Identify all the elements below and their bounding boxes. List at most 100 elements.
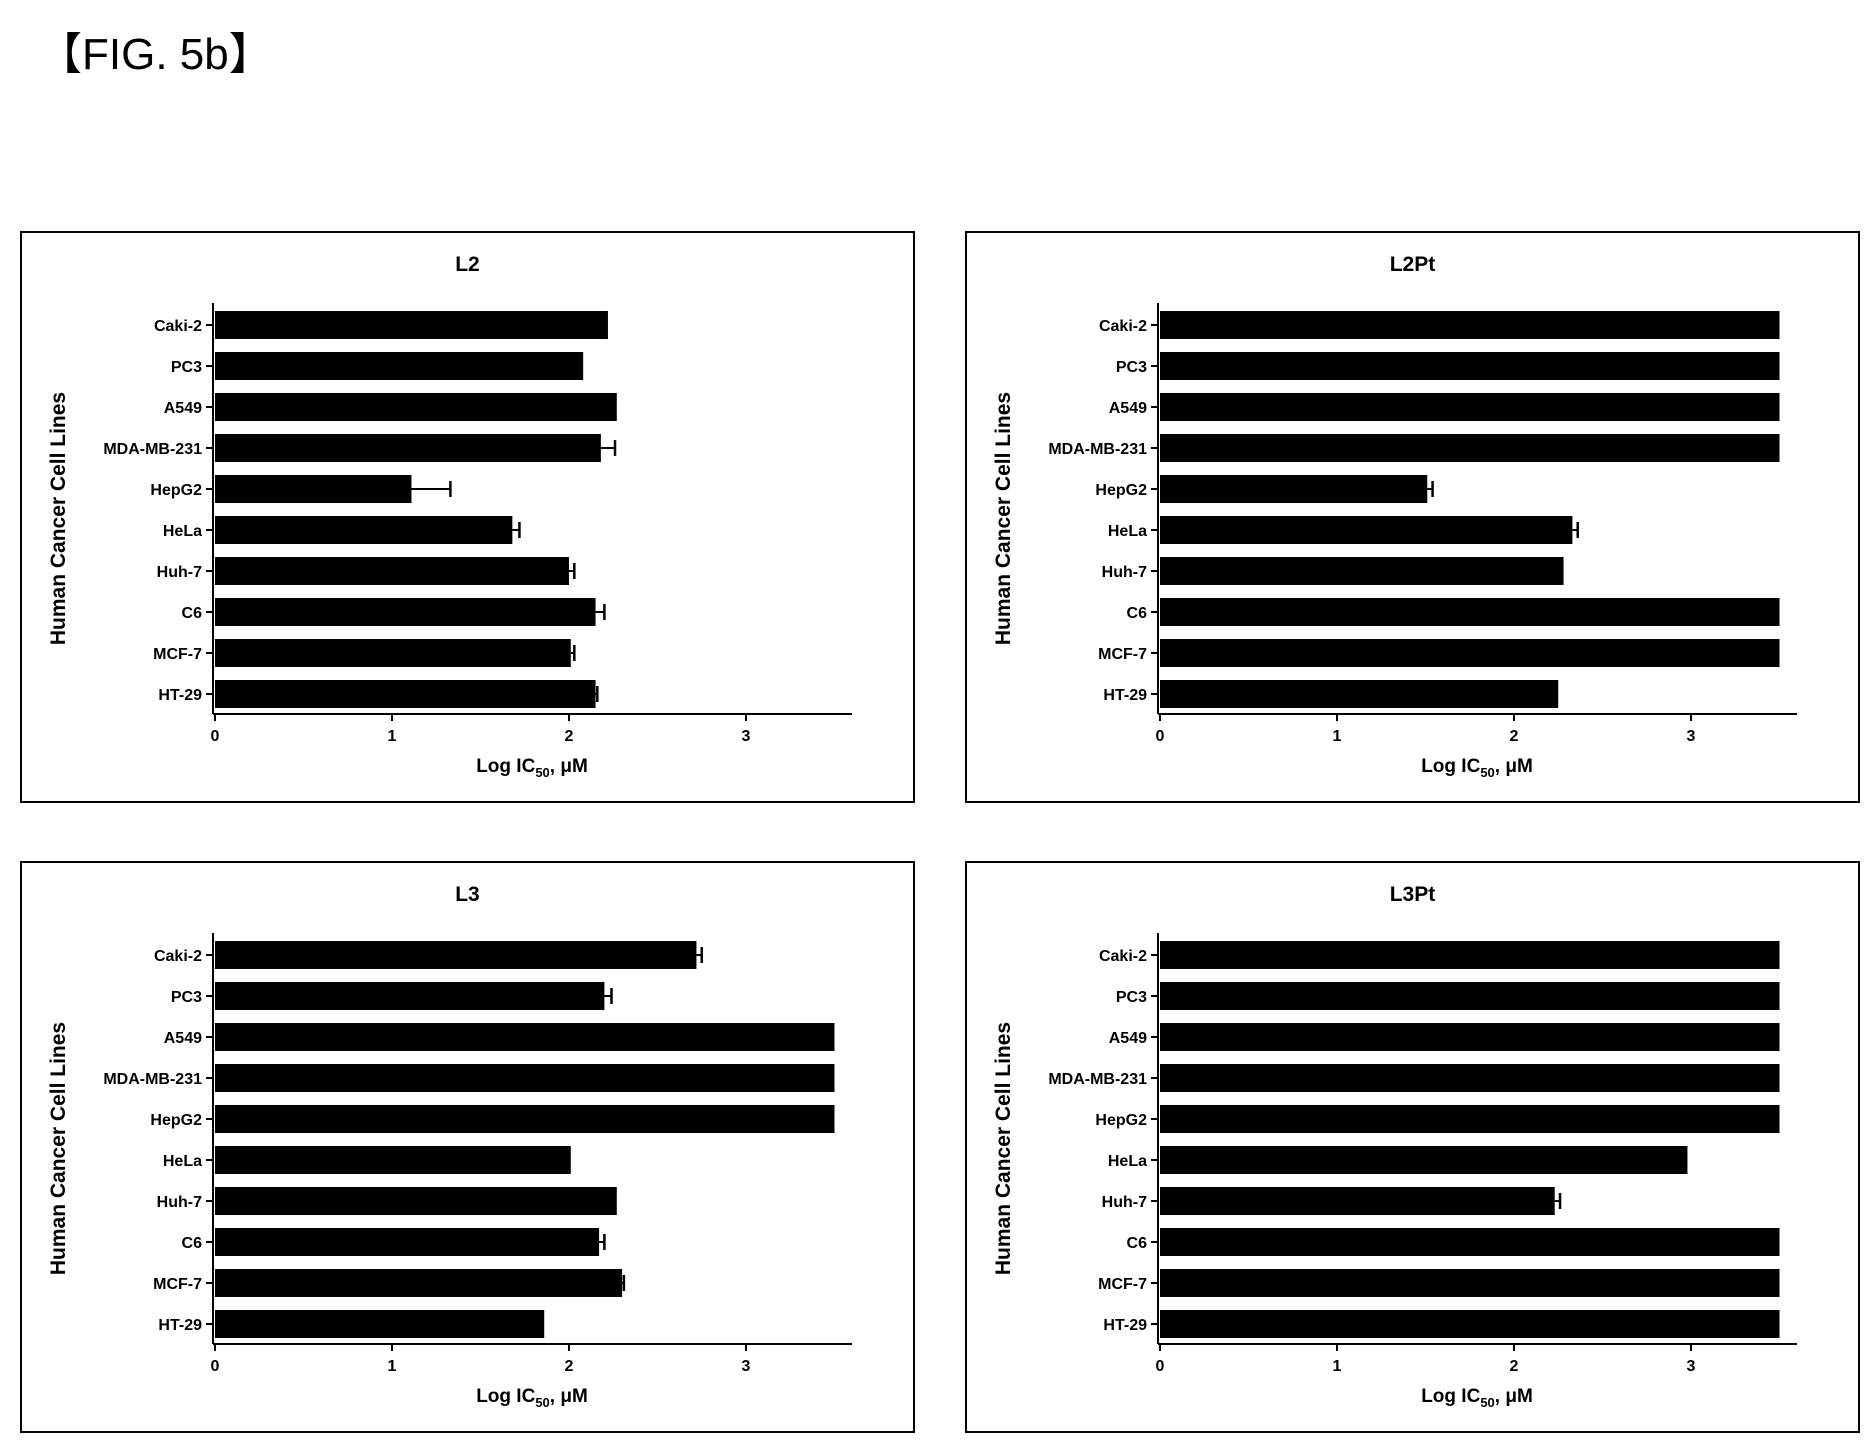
bar xyxy=(215,680,596,708)
x-tick-label: 3 xyxy=(742,1358,751,1375)
category-label: MDA-MB-231 xyxy=(1048,441,1147,458)
bar xyxy=(215,311,608,339)
chart-panel-l3pt: L3Pt Caki-2 PC3 A549 MDA-MB-231 HepG2 HeLa Huh… xyxy=(965,861,1860,1433)
category-label: Huh-7 xyxy=(157,564,202,581)
bar xyxy=(215,1310,545,1338)
bar xyxy=(215,1023,835,1051)
bar xyxy=(215,1228,600,1256)
category-label: MCF-7 xyxy=(1098,1276,1147,1293)
bar xyxy=(1160,1023,1780,1051)
category-label: HeLa xyxy=(1108,523,1147,540)
bar xyxy=(1160,680,1559,708)
bar xyxy=(215,352,584,380)
bar xyxy=(215,941,697,969)
category-label: HepG2 xyxy=(1095,482,1147,499)
bar xyxy=(1160,1228,1780,1256)
x-tick-label: 0 xyxy=(1156,728,1165,745)
bar xyxy=(1160,1269,1780,1297)
x-tick-label: 1 xyxy=(388,728,397,745)
bar xyxy=(1160,639,1780,667)
bar xyxy=(215,598,596,626)
chart-title: L3Pt xyxy=(1389,883,1436,906)
category-label: C6 xyxy=(1127,605,1148,622)
bar xyxy=(215,557,569,585)
bar-chart-l3pt: Caki-2 PC3 A549 MDA-MB-231 HepG2 HeLa Huh-7 C6 M… xyxy=(992,933,1797,1410)
bar xyxy=(1160,1310,1780,1338)
category-label: Huh-7 xyxy=(157,1194,202,1211)
category-label: MDA-MB-231 xyxy=(103,1071,202,1088)
x-tick-label: 1 xyxy=(1333,728,1342,745)
category-label: HepG2 xyxy=(1095,1112,1147,1129)
bar-chart-l2pt: Caki-2 PC3 A549 MDA-MB-231 HepG2 HeLa Huh-7 C6 M… xyxy=(992,303,1797,780)
category-label: HeLa xyxy=(163,1153,202,1170)
chart-title: L2 xyxy=(455,253,480,276)
x-tick-label: 0 xyxy=(211,1358,220,1375)
category-label: MCF-7 xyxy=(153,1276,202,1293)
x-tick-label: 2 xyxy=(1510,1358,1519,1375)
category-label: HeLa xyxy=(163,523,202,540)
y-axis-label: Human Cancer Cell Lines xyxy=(47,392,70,645)
category-label: HT-29 xyxy=(1103,1317,1147,1334)
x-tick-label: 2 xyxy=(565,1358,574,1375)
x-axis-label: Log IC50, μM xyxy=(1421,1386,1533,1410)
category-label: PC3 xyxy=(171,989,202,1006)
x-tick-label: 1 xyxy=(388,1358,397,1375)
bar xyxy=(1160,311,1780,339)
bar xyxy=(1160,982,1780,1010)
category-label: A549 xyxy=(164,1030,202,1047)
bar xyxy=(1160,1105,1780,1133)
x-tick-label: 1 xyxy=(1333,1358,1342,1375)
bar xyxy=(1160,598,1780,626)
category-label: HT-29 xyxy=(158,1317,202,1334)
category-label: Caki-2 xyxy=(154,318,202,335)
category-label: HT-29 xyxy=(1103,687,1147,704)
bar xyxy=(215,639,571,667)
chart-panel-l2pt: L2Pt Caki-2 PC3 A549 MDA-MB-231 HepG2 HeLa Huh… xyxy=(965,231,1860,803)
category-label: MDA-MB-231 xyxy=(103,441,202,458)
figure-label: 【FIG. 5b】 xyxy=(38,30,273,79)
bar xyxy=(215,1105,835,1133)
category-label: MCF-7 xyxy=(1098,646,1147,663)
category-label: Caki-2 xyxy=(154,948,202,965)
category-label: C6 xyxy=(182,1235,203,1252)
bar xyxy=(1160,941,1780,969)
category-label: HepG2 xyxy=(150,1112,202,1129)
x-axis-label: Log IC50, μM xyxy=(1421,756,1533,780)
y-axis-label: Human Cancer Cell Lines xyxy=(992,392,1015,645)
bar-chart-l3: Caki-2 PC3 A549 MDA-MB-231 HepG2 HeLa Huh-7 C6 M… xyxy=(47,933,852,1410)
bar-chart-l2: Caki-2 PC3 A549 MDA-MB-231 HepG2 HeLa Huh-7 C6 M… xyxy=(47,303,852,780)
x-tick-label: 3 xyxy=(1687,728,1696,745)
bar xyxy=(1160,516,1573,544)
bar xyxy=(215,982,605,1010)
category-label: Huh-7 xyxy=(1102,1194,1147,1211)
category-label: PC3 xyxy=(1116,359,1147,376)
x-tick-label: 2 xyxy=(565,728,574,745)
bar xyxy=(215,434,601,462)
bar xyxy=(1160,434,1780,462)
x-axis-label: Log IC50, μM xyxy=(476,1386,588,1410)
chart-panel-l2: L2 Caki-2 PC3 A549 MDA-MB-231 HepG2 HeLa Huh-7… xyxy=(20,231,915,803)
x-tick-label: 3 xyxy=(1687,1358,1696,1375)
category-label: C6 xyxy=(1127,1235,1148,1252)
category-label: HeLa xyxy=(1108,1153,1147,1170)
category-label: HT-29 xyxy=(158,687,202,704)
category-label: Caki-2 xyxy=(1099,948,1147,965)
category-label: A549 xyxy=(1109,1030,1147,1047)
x-tick-label: 3 xyxy=(742,728,751,745)
x-axis-label: Log IC50, μM xyxy=(476,756,588,780)
category-label: MDA-MB-231 xyxy=(1048,1071,1147,1088)
category-label: A549 xyxy=(164,400,202,417)
bar xyxy=(215,516,513,544)
bar xyxy=(1160,352,1780,380)
bar xyxy=(215,1269,623,1297)
bar xyxy=(1160,557,1564,585)
bar xyxy=(215,475,412,503)
bar xyxy=(215,1187,617,1215)
x-tick-label: 2 xyxy=(1510,728,1519,745)
chart-title: L3 xyxy=(455,883,480,906)
chart-panel-l3: L3 Caki-2 PC3 A549 MDA-MB-231 HepG2 HeLa Huh-7… xyxy=(20,861,915,1433)
category-label: C6 xyxy=(182,605,203,622)
category-label: PC3 xyxy=(171,359,202,376)
bar xyxy=(215,1146,571,1174)
category-label: Huh-7 xyxy=(1102,564,1147,581)
